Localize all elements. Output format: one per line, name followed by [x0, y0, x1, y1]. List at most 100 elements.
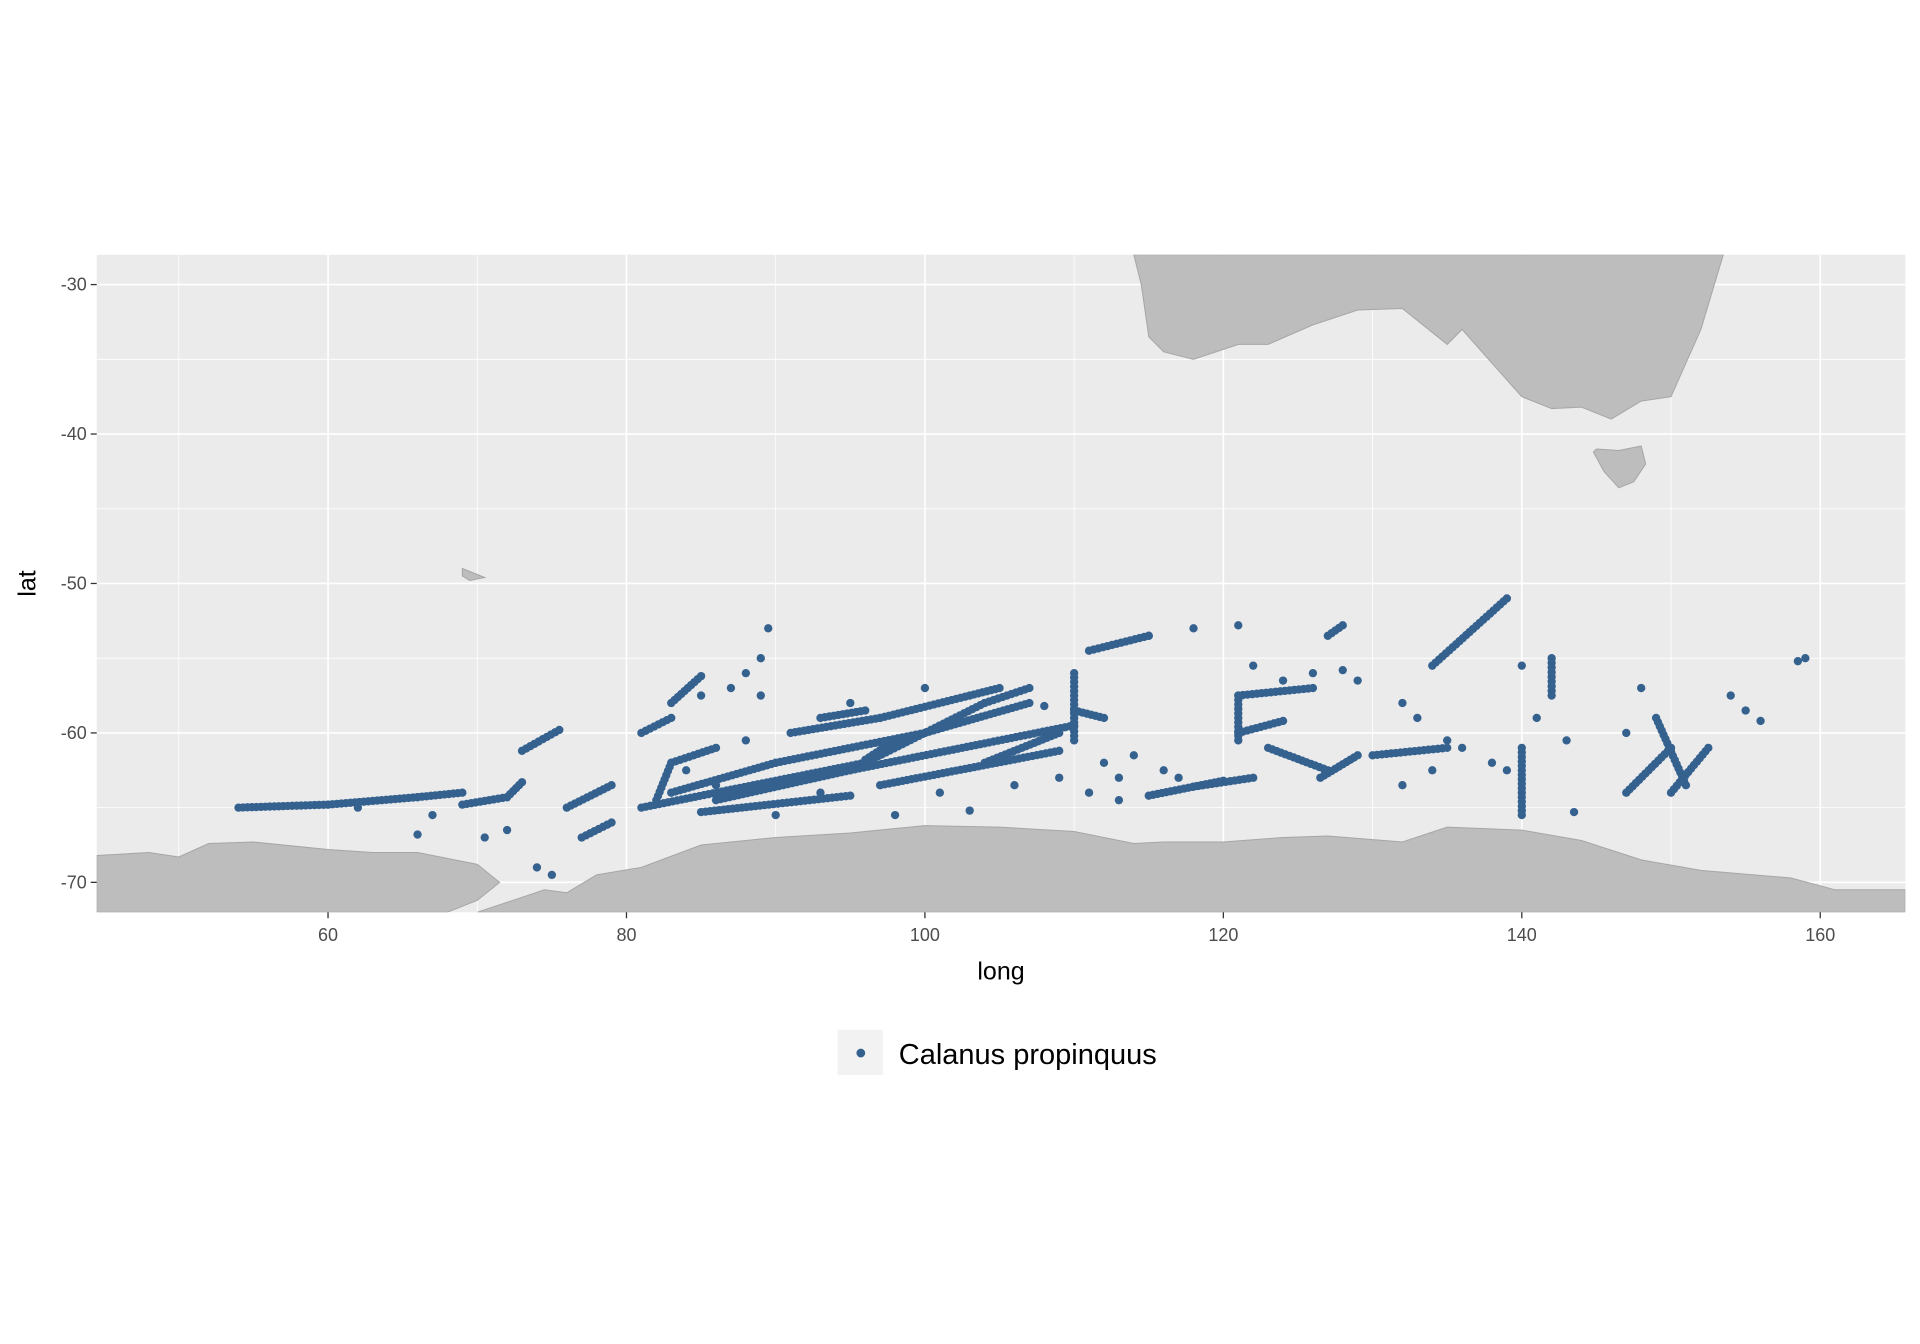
data-point: [1547, 691, 1556, 700]
x-tick-label: 160: [1805, 925, 1835, 945]
data-point: [1055, 773, 1064, 782]
data-point: [696, 671, 706, 681]
data-point: [353, 803, 363, 812]
data-point: [1353, 751, 1362, 760]
data-point: [1398, 698, 1407, 708]
data-point: [1562, 736, 1571, 745]
data-point: [1278, 716, 1288, 726]
legend: Calanus propinquus: [837, 1029, 1157, 1076]
data-point: [1099, 713, 1109, 723]
landmass: [1133, 254, 1724, 420]
data-point: [1353, 676, 1362, 685]
data-point: [1681, 781, 1691, 790]
data-point: [696, 691, 706, 700]
data-point: [547, 870, 557, 880]
data-point: [846, 698, 855, 708]
data-point: [413, 830, 422, 839]
data-point: [764, 624, 773, 633]
data-point: [711, 743, 721, 753]
data-point: [1398, 781, 1407, 790]
data-point: [1338, 621, 1347, 630]
data-point: [1622, 728, 1631, 738]
x-axis: 60 80 100 120 140 160: [318, 912, 1835, 945]
landmass: [96, 841, 501, 913]
data-point: [741, 668, 751, 678]
data-point: [607, 818, 616, 827]
data-point: [1338, 665, 1347, 675]
data-point: [1502, 594, 1512, 603]
data-point: [965, 806, 974, 815]
points-layer: [234, 594, 1810, 880]
data-point: [861, 706, 870, 715]
data-point: [756, 691, 765, 700]
data-point: [1704, 743, 1713, 753]
data-point: [1443, 736, 1452, 745]
legend-marker: [856, 1048, 866, 1058]
data-point: [1532, 713, 1541, 723]
data-point: [1055, 746, 1064, 756]
data-point: [1741, 706, 1750, 715]
data-point: [1129, 751, 1138, 760]
data-point: [480, 833, 489, 842]
data-point: [1569, 807, 1579, 817]
y-tick-label: -40: [61, 424, 87, 444]
legend-label: Calanus propinquus: [899, 1039, 1157, 1071]
data-point: [1637, 683, 1646, 693]
y-axis-title: lat: [14, 570, 42, 596]
data-point: [428, 810, 437, 820]
y-axis: -30 -40 -50 -60 -70: [61, 275, 97, 892]
data-point: [1069, 736, 1079, 745]
landmass: [1592, 445, 1647, 489]
data-point: [517, 778, 527, 787]
data-point: [1308, 683, 1318, 693]
land-layer: [96, 254, 1906, 913]
data-point: [555, 725, 564, 735]
data-point: [1040, 701, 1049, 711]
x-tick-label: 140: [1507, 925, 1537, 945]
data-point: [458, 788, 467, 797]
data-point: [681, 766, 691, 775]
data-point: [1099, 758, 1109, 767]
data-point: [502, 825, 512, 835]
data-point: [1756, 716, 1765, 726]
data-point: [741, 736, 751, 745]
data-point: [890, 810, 900, 820]
data-point: [995, 683, 1004, 693]
data-point: [1010, 781, 1019, 790]
data-point: [1174, 773, 1183, 782]
data-point: [1726, 691, 1735, 700]
data-point: [1055, 728, 1064, 738]
data-point: [1144, 631, 1153, 640]
data-point: [1278, 676, 1288, 685]
data-point: [1308, 668, 1318, 678]
data-point: [726, 683, 736, 693]
data-point: [1413, 713, 1422, 723]
data-point: [920, 683, 930, 693]
data-point: [1249, 661, 1258, 670]
data-point: [846, 791, 855, 800]
plot-panel: [96, 254, 1906, 913]
data-point: [1443, 743, 1452, 753]
data-point: [1487, 758, 1497, 767]
data-point: [1517, 661, 1526, 670]
data-point: [1025, 698, 1034, 708]
data-point: [890, 736, 900, 745]
data-point: [1428, 766, 1437, 775]
data-point: [1234, 621, 1243, 630]
data-point: [1793, 657, 1803, 666]
data-point: [1249, 773, 1258, 782]
data-point: [1517, 810, 1526, 820]
x-tick-label: 120: [1208, 925, 1238, 945]
data-point: [1457, 743, 1467, 753]
data-point: [667, 713, 676, 723]
x-axis-title: long: [977, 958, 1024, 986]
data-point: [935, 788, 945, 797]
data-point: [1114, 795, 1124, 805]
data-point: [1114, 773, 1124, 782]
data-point: [1189, 624, 1198, 633]
y-tick-label: -70: [61, 872, 87, 892]
y-tick-label: -60: [61, 723, 87, 743]
x-tick-label: 80: [616, 925, 636, 945]
data-point: [1801, 654, 1810, 663]
